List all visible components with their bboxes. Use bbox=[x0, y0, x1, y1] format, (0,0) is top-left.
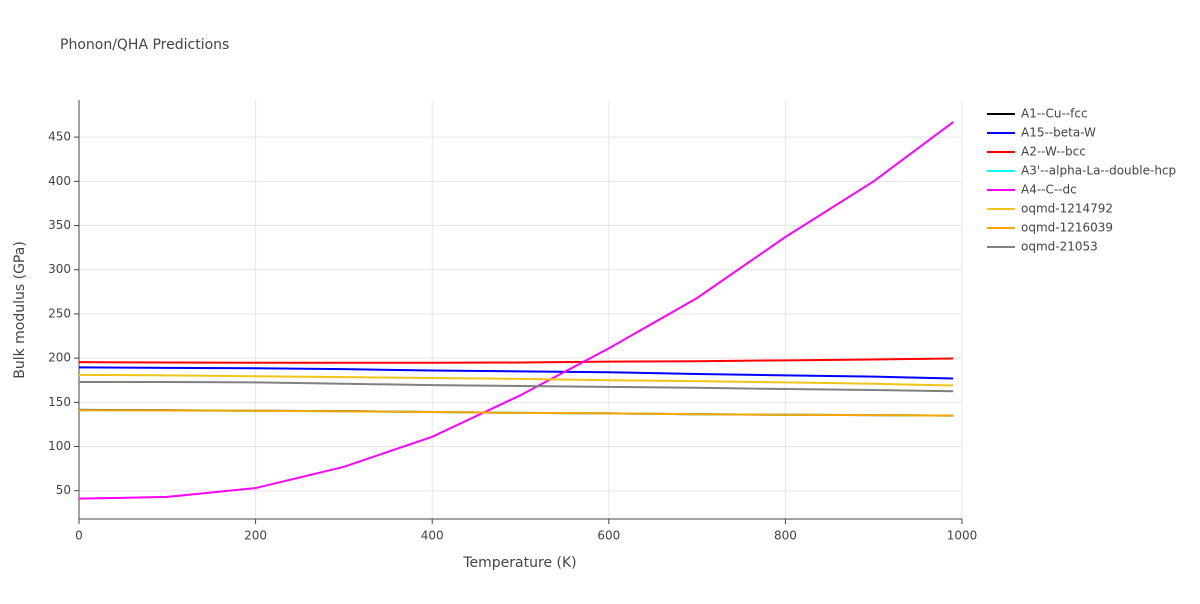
x-tick-label: 600 bbox=[597, 529, 620, 543]
series-line bbox=[79, 380, 954, 393]
y-tick-label: 50 bbox=[56, 483, 71, 497]
legend-label[interactable]: A15--beta-W bbox=[1021, 126, 1096, 140]
x-tick-label: 1000 bbox=[947, 529, 978, 543]
y-tick-label: 250 bbox=[48, 306, 71, 320]
legend-label[interactable]: oqmd-21053 bbox=[1021, 240, 1098, 254]
y-tick-label: 300 bbox=[48, 262, 71, 276]
series-line bbox=[78, 121, 954, 500]
legend-label[interactable]: A1--Cu--fcc bbox=[1021, 107, 1088, 121]
series-line bbox=[78, 373, 954, 387]
legend-label[interactable]: oqmd-1214792 bbox=[1021, 202, 1113, 216]
x-tick-label: 800 bbox=[774, 529, 797, 543]
legend-label[interactable]: A3'--alpha-La--double-hcp bbox=[1021, 164, 1176, 178]
legend-label[interactable]: A2--W--bcc bbox=[1021, 145, 1086, 159]
y-axis-label: Bulk modulus (GPa) bbox=[12, 241, 28, 379]
y-tick-label: 350 bbox=[48, 218, 71, 232]
series-line bbox=[78, 366, 954, 380]
chart-title: Phonon/QHA Predictions bbox=[60, 37, 229, 53]
x-tick-label: 400 bbox=[421, 529, 444, 543]
series-line bbox=[78, 357, 954, 364]
y-tick-label: 100 bbox=[48, 439, 71, 453]
y-tick-label: 150 bbox=[48, 395, 71, 409]
y-tick-label: 450 bbox=[48, 130, 71, 144]
y-tick-label: 400 bbox=[48, 174, 71, 188]
legend-label[interactable]: A4--C--dc bbox=[1021, 183, 1077, 197]
legend-label[interactable]: oqmd-1216039 bbox=[1021, 221, 1113, 235]
x-tick-label: 200 bbox=[244, 529, 267, 543]
series-line bbox=[78, 409, 954, 417]
y-tick-label: 200 bbox=[48, 351, 71, 365]
x-axis-label: Temperature (K) bbox=[462, 555, 576, 571]
x-tick-label: 0 bbox=[75, 529, 83, 543]
